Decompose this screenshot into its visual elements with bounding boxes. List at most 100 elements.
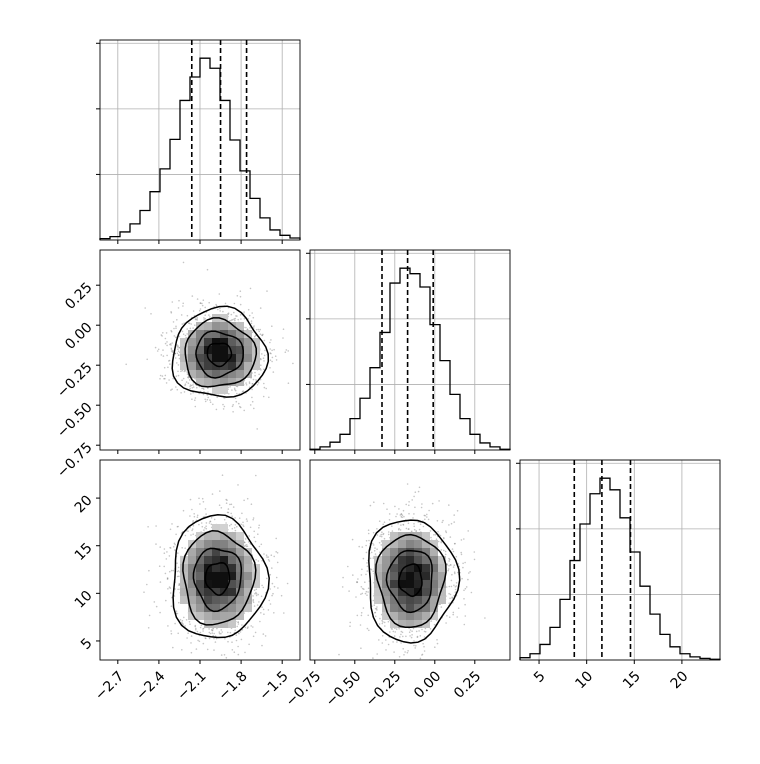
histogram-bar bbox=[210, 68, 220, 240]
contour-line bbox=[184, 317, 258, 388]
histogram-bar bbox=[140, 210, 150, 240]
histogram-bar bbox=[670, 647, 680, 660]
contour-line bbox=[195, 330, 244, 379]
histogram-bar bbox=[400, 268, 410, 450]
density-panel-1-2 bbox=[309, 459, 511, 664]
histogram-bar bbox=[240, 171, 250, 240]
histogram-bar bbox=[490, 447, 500, 450]
density-panel-0-1 bbox=[96, 249, 301, 454]
histogram-panel-1 bbox=[306, 249, 511, 454]
histogram-bar bbox=[640, 586, 650, 660]
histogram-bar bbox=[590, 494, 600, 660]
histogram-bar bbox=[250, 198, 260, 240]
y-tick-label: 15 bbox=[72, 540, 96, 564]
histogram-bar bbox=[560, 599, 570, 660]
histogram-bar bbox=[630, 552, 640, 660]
x-tick-label: −2.1 bbox=[174, 668, 209, 703]
histogram-bar bbox=[160, 169, 170, 240]
histogram-bar bbox=[170, 139, 180, 240]
histogram-bar bbox=[530, 654, 540, 660]
histogram-bar bbox=[120, 232, 130, 240]
x-tick-label: −2.4 bbox=[133, 668, 168, 703]
histogram-bar bbox=[660, 634, 670, 660]
histogram-bar bbox=[440, 361, 450, 450]
contour-line bbox=[172, 513, 270, 639]
histogram-bar bbox=[350, 419, 360, 450]
contour-line bbox=[375, 533, 447, 628]
histogram-bar bbox=[580, 524, 590, 660]
histogram-bar bbox=[110, 237, 120, 240]
histogram-bar bbox=[480, 443, 490, 450]
histogram-bar bbox=[150, 192, 160, 240]
contour-line bbox=[206, 342, 233, 368]
histogram-bar bbox=[550, 627, 560, 660]
histogram-bar bbox=[360, 398, 370, 450]
histogram-bar bbox=[410, 274, 420, 450]
histogram-bar bbox=[230, 140, 240, 240]
x-tick-label: 15 bbox=[620, 668, 644, 692]
x-tick-label: 0.00 bbox=[411, 668, 444, 701]
histogram-series-2 bbox=[519, 477, 721, 660]
contour-line bbox=[385, 549, 433, 614]
histogram-bar bbox=[460, 419, 470, 450]
y-tick-label: 10 bbox=[72, 588, 96, 612]
histogram-bar bbox=[260, 218, 270, 240]
x-tick-label: −1.8 bbox=[215, 668, 250, 703]
x-tick-label: −0.50 bbox=[323, 668, 365, 710]
histogram-bar bbox=[450, 394, 460, 450]
density-content bbox=[143, 474, 289, 660]
contour-line bbox=[192, 547, 243, 613]
contour-line bbox=[397, 563, 423, 598]
histogram-bar bbox=[540, 644, 550, 660]
histogram-bar bbox=[430, 325, 440, 450]
histogram-bar bbox=[130, 224, 140, 240]
histogram-bar bbox=[680, 654, 690, 660]
histogram-bar bbox=[330, 442, 340, 450]
y-tick-label: 5 bbox=[78, 635, 96, 653]
x-tick-label: 20 bbox=[668, 668, 692, 692]
contour-line bbox=[171, 305, 270, 398]
panel-frame bbox=[309, 459, 511, 661]
panel-frame bbox=[309, 249, 511, 451]
histogram-bar bbox=[650, 614, 660, 660]
histogram-bar bbox=[270, 230, 280, 240]
histogram-bar bbox=[340, 434, 350, 450]
histogram-bar bbox=[200, 58, 210, 240]
histogram-series-1 bbox=[309, 267, 511, 450]
histogram-panel-2 bbox=[516, 459, 721, 664]
histogram-bar bbox=[420, 287, 430, 450]
histogram-series-0 bbox=[99, 57, 301, 240]
panel-frame bbox=[519, 459, 721, 661]
histogram-bar bbox=[180, 100, 190, 240]
histogram-bar bbox=[690, 657, 700, 660]
histogram-bar bbox=[190, 77, 200, 240]
histogram-bar bbox=[370, 368, 380, 450]
histogram-bar bbox=[610, 490, 620, 660]
x-tick-label: −0.25 bbox=[363, 668, 405, 710]
y-tick-label: −0.75 bbox=[54, 440, 96, 482]
y-tick-label: 20 bbox=[72, 492, 96, 516]
contour-line bbox=[204, 561, 231, 596]
histogram-bar bbox=[280, 235, 290, 240]
x-tick-label: −2.7 bbox=[92, 668, 127, 703]
x-tick-label: 10 bbox=[572, 668, 596, 692]
y-tick-label: −0.50 bbox=[54, 400, 96, 442]
histogram-bar bbox=[470, 434, 480, 450]
contour-line bbox=[368, 519, 461, 644]
contour-line bbox=[182, 530, 257, 626]
y-tick-label: 0.00 bbox=[62, 320, 95, 353]
density-content bbox=[125, 261, 294, 430]
y-tick-label: −0.25 bbox=[54, 360, 96, 402]
density-panel-0-2 bbox=[96, 459, 301, 664]
histogram-bar bbox=[220, 100, 230, 240]
histogram-panel-0 bbox=[96, 39, 301, 244]
histogram-bar bbox=[620, 518, 630, 660]
x-tick-label: 5 bbox=[531, 668, 549, 686]
histogram-bar bbox=[390, 283, 400, 450]
histogram-bar bbox=[320, 447, 330, 450]
y-tick-label: 0.25 bbox=[62, 280, 95, 313]
x-tick-label: 0.25 bbox=[451, 668, 484, 701]
x-tick-label: −0.75 bbox=[283, 668, 325, 710]
